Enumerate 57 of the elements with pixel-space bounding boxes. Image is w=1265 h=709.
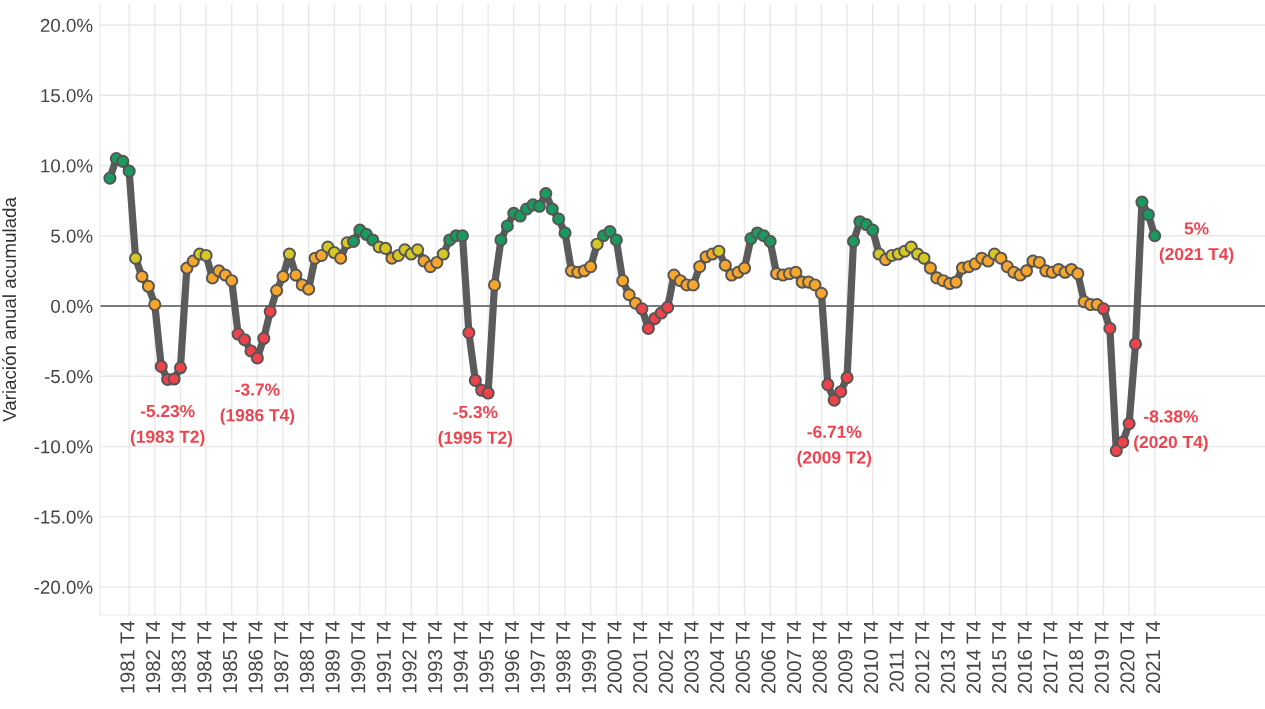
x-tick-label: 2003 T4 xyxy=(684,621,699,694)
annotation: -6.71% (2009 T2) xyxy=(797,425,872,468)
x-tick-label: 2001 T4 xyxy=(633,621,648,694)
annotation: -5.23% (1983 T2) xyxy=(130,404,205,447)
x-tick-label: 1997 T4 xyxy=(530,621,545,693)
x-tick-label: 1994 T4 xyxy=(453,621,468,693)
x-tick-label: 2009 T4 xyxy=(838,621,853,694)
x-tick-label: 1992 T4 xyxy=(402,621,417,693)
x-tick-label: 1983 T4 xyxy=(171,621,186,693)
x-tick-label: 2006 T4 xyxy=(761,621,776,694)
x-tick-label: 1999 T4 xyxy=(581,621,597,693)
x-tick-label: 2011 T4 xyxy=(889,621,904,692)
x-tick-label: 1989 T4 xyxy=(325,621,340,693)
annotation: -8.38% (2020 T4) xyxy=(1134,410,1208,452)
x-tick-label: 1996 T4 xyxy=(504,621,520,693)
x-tick-label: 2021 T4 xyxy=(1145,621,1161,694)
y-tick-label: -15.0% xyxy=(34,510,93,524)
x-tick-label: 1990 T4 xyxy=(351,621,366,693)
y-axis-title: Variación anual acumulada xyxy=(2,197,17,422)
y-tick-label: 10.0% xyxy=(41,159,93,173)
x-tick-label: 2016 T4 xyxy=(1017,621,1032,694)
x-tick-label: 2017 T4 xyxy=(1043,621,1058,694)
x-tick-label: 1988 T4 xyxy=(299,621,315,693)
y-tick-label: -5.0% xyxy=(44,369,93,384)
x-tick-label: 2018 T4 xyxy=(1068,621,1084,694)
x-tick-label: 2015 T4 xyxy=(992,621,1007,694)
x-tick-label: 1982 T4 xyxy=(145,621,161,693)
x-tick-label: 1987 T4 xyxy=(274,621,289,693)
x-tick-label: 1985 T4 xyxy=(222,621,238,693)
x-tick-label: 2014 T4 xyxy=(966,621,981,694)
annotation: -5.3% (1995 T2) xyxy=(438,405,513,448)
x-tick-label: 1984 T4 xyxy=(197,621,212,693)
y-tick-label: 15.0% xyxy=(41,89,93,103)
x-tick-label: 2005 T4 xyxy=(735,621,750,694)
x-tick-label: 2008 T4 xyxy=(812,621,827,694)
x-tick-label: 1998 T4 xyxy=(556,621,571,693)
x-tick-label: 2019 T4 xyxy=(1094,621,1109,694)
y-tick-label: 5.0% xyxy=(51,229,93,243)
x-tick-label: 2004 T4 xyxy=(710,621,725,694)
y-tick-label: -10.0% xyxy=(34,440,93,454)
x-tick-label: 2002 T4 xyxy=(658,621,673,694)
x-tick-label: 1993 T4 xyxy=(427,621,443,693)
x-tick-label: 1991 T4 xyxy=(376,621,391,693)
x-tick-label: 1986 T4 xyxy=(248,621,263,693)
x-tick-label: 2007 T4 xyxy=(786,621,802,694)
x-tick-label: 1981 T4 xyxy=(120,621,135,693)
annotation: 5% (2021 T4) xyxy=(1159,222,1234,264)
x-tick-label: 2010 T4 xyxy=(863,621,879,694)
x-tick-label: 2000 T4 xyxy=(607,621,622,694)
x-tick-label: 2012 T4 xyxy=(915,621,930,694)
annotation: -3.7% (1986 T4) xyxy=(220,383,295,425)
y-tick-label: -20.0% xyxy=(34,580,93,594)
x-tick-label: 2020 T4 xyxy=(1120,621,1135,694)
x-tick-label: 1995 T4 xyxy=(479,621,494,693)
y-tick-label: 0.0% xyxy=(51,299,93,313)
x-tick-label: 2013 T4 xyxy=(940,621,956,694)
y-tick-label: 20.0% xyxy=(40,18,93,33)
